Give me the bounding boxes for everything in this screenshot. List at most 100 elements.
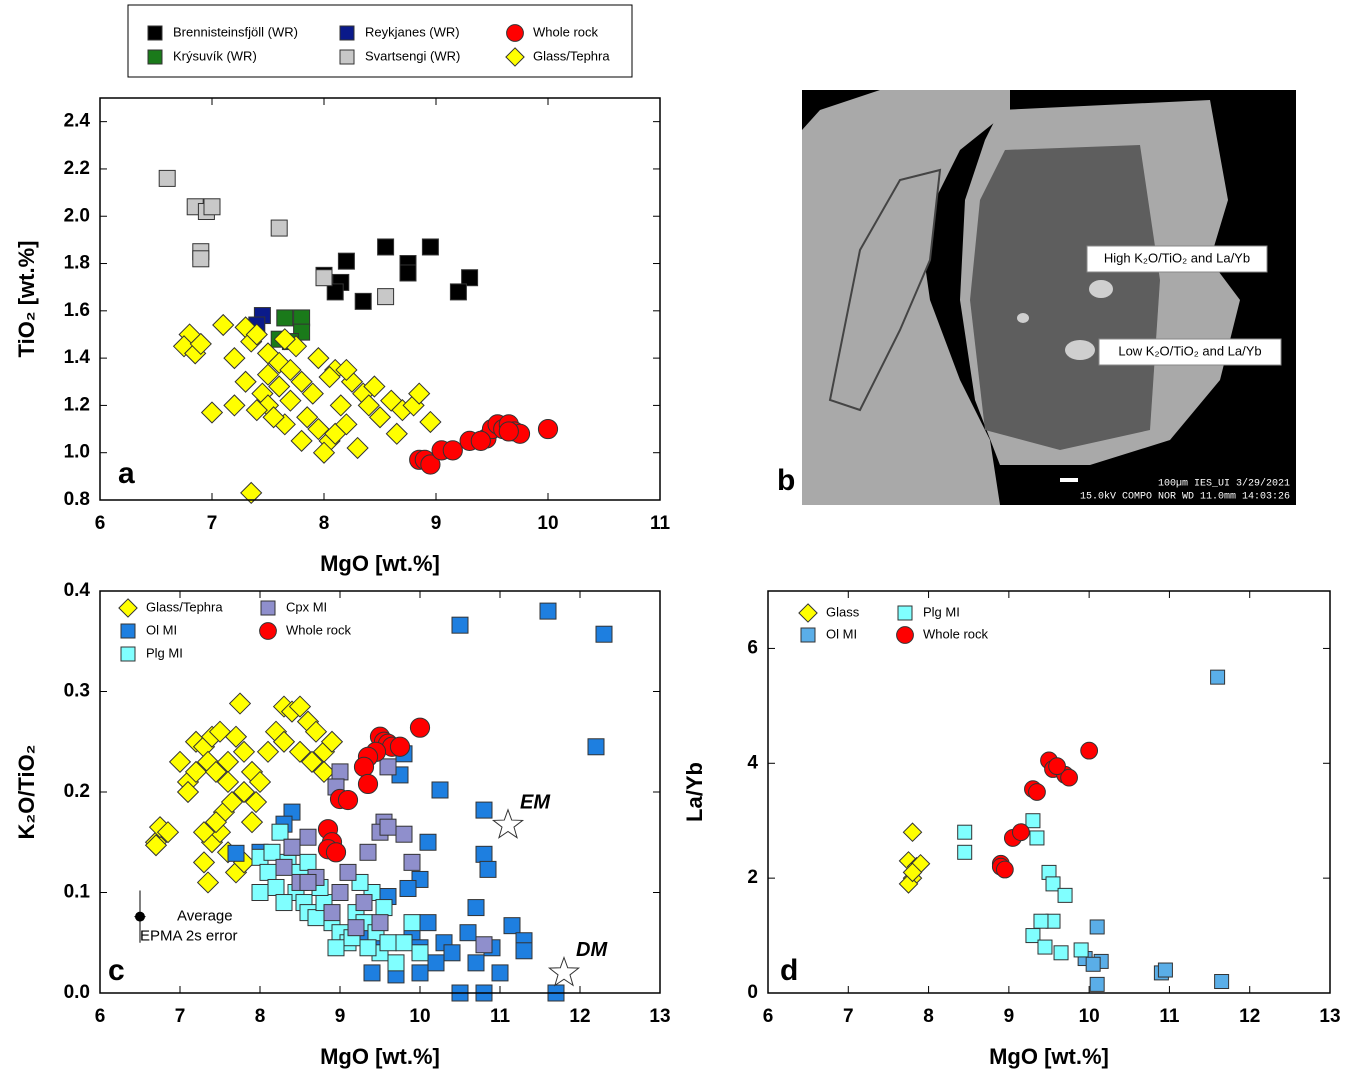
- crystal-fragment: [828, 168, 942, 412]
- y-tick-label: 2: [747, 867, 758, 888]
- marker: [354, 292, 372, 310]
- image-footer: 15.0kV COMPO NOR WD 11.0mm 14:03:26: [1080, 491, 1290, 503]
- marker: [288, 740, 312, 763]
- legend-label: Plg MI: [923, 604, 960, 619]
- marker: [1080, 741, 1099, 760]
- marker: [337, 789, 359, 811]
- marker: [431, 781, 449, 799]
- marker: [337, 252, 355, 270]
- x-axis-label: MgO [wt.%]: [989, 1044, 1109, 1069]
- x-tick-label: 9: [335, 1006, 346, 1027]
- y-tick-label: 1.4: [64, 347, 91, 368]
- marker: [1089, 976, 1105, 992]
- panel-label: d: [780, 954, 798, 987]
- legend-marker: [120, 623, 136, 639]
- marker: [256, 740, 280, 763]
- legend-label: Whole rock: [286, 622, 352, 637]
- marker: [419, 914, 437, 932]
- x-tick-label: 9: [1004, 1006, 1015, 1027]
- marker: [192, 851, 216, 874]
- marker: [325, 842, 347, 863]
- legend-marker: [259, 622, 277, 640]
- marker: [223, 394, 246, 417]
- marker: [326, 283, 344, 301]
- legend-label: Ol MI: [146, 622, 177, 637]
- marker: [1157, 962, 1173, 978]
- marker: [300, 750, 324, 773]
- marker: [498, 421, 519, 442]
- marker: [957, 824, 973, 840]
- marker: [307, 909, 325, 927]
- marker: [547, 956, 581, 987]
- plot-frame: [99, 97, 661, 501]
- x-tick-label: 8: [923, 1006, 934, 1027]
- legend-label: Glass/Tephra: [146, 599, 223, 614]
- image-footer: 100µm IES_UI 3/29/2021: [1158, 478, 1290, 490]
- marker: [408, 382, 431, 405]
- marker: [395, 934, 413, 952]
- annotation: DM: [576, 939, 608, 961]
- marker: [232, 780, 256, 804]
- marker: [403, 914, 421, 932]
- legend-label: Reykjanes (WR): [365, 24, 460, 39]
- legend-marker: [798, 603, 818, 623]
- marker: [273, 328, 296, 351]
- marker: [355, 894, 373, 912]
- marker: [144, 834, 168, 857]
- legend-marker: [339, 49, 355, 65]
- marker: [256, 363, 280, 386]
- marker: [224, 725, 248, 748]
- marker: [275, 858, 293, 876]
- legend-label: Glass: [826, 604, 860, 619]
- marker: [216, 770, 240, 794]
- y-tick-label: 1.2: [64, 394, 90, 415]
- marker: [387, 954, 405, 972]
- marker: [168, 750, 192, 773]
- marker: [375, 899, 393, 917]
- legend-marker: [147, 25, 163, 41]
- legend-marker: [118, 598, 138, 618]
- marker: [357, 773, 379, 795]
- marker: [475, 845, 493, 863]
- marker: [1025, 813, 1041, 829]
- marker: [587, 738, 605, 756]
- marker: [307, 347, 330, 370]
- x-tick-label: 12: [569, 1006, 590, 1027]
- y-tick-label: 6: [747, 637, 758, 658]
- marker: [363, 964, 381, 982]
- y-tick-label: 1.8: [64, 253, 90, 274]
- x-tick-label: 6: [95, 1006, 106, 1027]
- marker: [377, 288, 395, 306]
- marker: [339, 863, 357, 881]
- marker: [158, 169, 176, 187]
- marker: [204, 811, 228, 834]
- marker: [272, 730, 296, 753]
- marker: [299, 873, 317, 891]
- marker: [1045, 876, 1061, 892]
- marker: [327, 939, 345, 957]
- legend-label: Glass/Tephra: [533, 48, 610, 63]
- marker: [1053, 945, 1069, 961]
- marker: [228, 692, 252, 715]
- y-tick-label: 0.4: [64, 580, 91, 601]
- marker: [331, 763, 349, 781]
- marker: [995, 860, 1014, 879]
- marker: [279, 358, 302, 382]
- x-tick-label: 6: [95, 513, 106, 534]
- legend-label: Ol MI: [826, 626, 857, 641]
- marker: [1012, 823, 1030, 842]
- marker: [307, 417, 330, 441]
- marker: [1037, 939, 1053, 955]
- x-tick-label: 8: [319, 513, 330, 534]
- marker: [234, 370, 257, 393]
- marker: [323, 904, 341, 922]
- error-point: [135, 911, 145, 922]
- marker: [475, 801, 493, 819]
- marker: [379, 758, 397, 776]
- marker: [245, 399, 268, 422]
- marker: [156, 821, 180, 844]
- marker: [1029, 830, 1045, 846]
- annotation: Average: [177, 908, 233, 925]
- annotation: EPMA 2s error: [140, 928, 238, 945]
